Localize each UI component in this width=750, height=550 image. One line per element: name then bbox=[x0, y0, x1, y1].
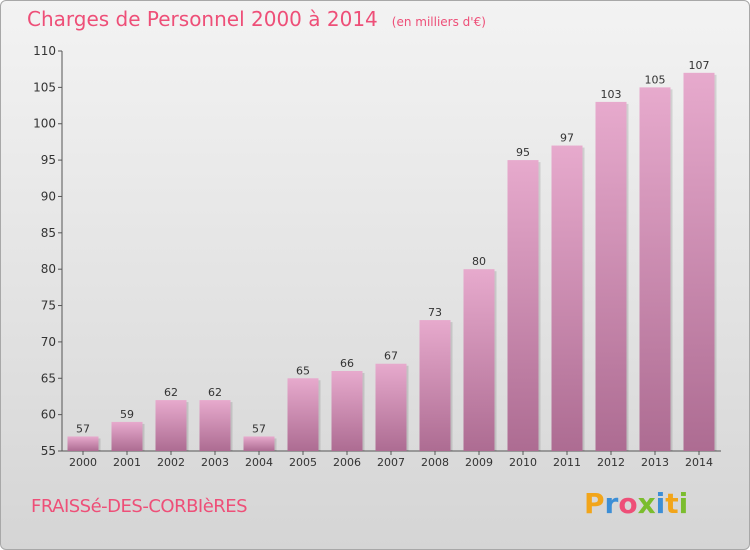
y-tick-label: 105 bbox=[33, 80, 56, 94]
bar bbox=[463, 269, 495, 451]
data-label: 107 bbox=[689, 59, 710, 72]
x-tick-label: 2012 bbox=[597, 456, 625, 469]
bar bbox=[243, 436, 275, 451]
chart-subtitle: (en milliers d'€) bbox=[391, 15, 486, 29]
x-tick-label: 2011 bbox=[553, 456, 581, 469]
bar bbox=[287, 378, 319, 451]
bar bbox=[67, 436, 99, 451]
x-tick-label: 2000 bbox=[69, 456, 97, 469]
x-tick-label: 2007 bbox=[377, 456, 405, 469]
y-tick-label: 80 bbox=[41, 262, 56, 276]
bar bbox=[331, 371, 363, 451]
x-tick-label: 2008 bbox=[421, 456, 449, 469]
data-label: 62 bbox=[208, 386, 222, 399]
logo-letter: t bbox=[665, 487, 679, 520]
y-tick-label: 85 bbox=[41, 226, 56, 240]
data-label: 65 bbox=[296, 364, 310, 377]
bar bbox=[111, 421, 143, 451]
bar bbox=[639, 87, 671, 451]
bar bbox=[375, 363, 407, 451]
y-tick-label: 100 bbox=[33, 117, 56, 131]
y-tick-label: 95 bbox=[41, 153, 56, 167]
bar bbox=[507, 160, 539, 451]
y-tick-label: 70 bbox=[41, 335, 56, 349]
bar bbox=[683, 72, 715, 452]
y-tick-label: 55 bbox=[41, 444, 56, 458]
data-label: 59 bbox=[120, 408, 134, 421]
data-label: 105 bbox=[645, 73, 666, 86]
logo-letter: i bbox=[655, 487, 666, 520]
data-label: 80 bbox=[472, 255, 486, 268]
x-tick-label: 2014 bbox=[685, 456, 713, 469]
chart-title-text: Charges de Personnel 2000 à 2014 bbox=[27, 7, 378, 31]
logo-letter: x bbox=[637, 487, 656, 520]
data-label: 57 bbox=[76, 422, 90, 435]
x-tick-label: 2001 bbox=[113, 456, 141, 469]
data-label: 103 bbox=[601, 88, 622, 101]
bar bbox=[551, 145, 583, 451]
y-tick-label: 65 bbox=[41, 371, 56, 385]
bar bbox=[595, 101, 627, 451]
data-label: 57 bbox=[252, 422, 266, 435]
x-tick-label: 2002 bbox=[157, 456, 185, 469]
bar bbox=[419, 320, 451, 451]
data-label: 95 bbox=[516, 146, 530, 159]
data-label: 66 bbox=[340, 357, 354, 370]
x-tick-label: 2004 bbox=[245, 456, 273, 469]
bar bbox=[199, 400, 231, 451]
logo-letter: r bbox=[604, 487, 619, 520]
data-label: 97 bbox=[560, 132, 574, 145]
chart-title: Charges de Personnel 2000 à 2014 (en mill… bbox=[27, 7, 486, 31]
data-label: 62 bbox=[164, 386, 178, 399]
y-tick-label: 90 bbox=[41, 189, 56, 203]
x-tick-label: 2010 bbox=[509, 456, 537, 469]
x-tick-label: 2013 bbox=[641, 456, 669, 469]
x-tick-label: 2006 bbox=[333, 456, 361, 469]
y-tick-label: 110 bbox=[33, 44, 56, 58]
bar bbox=[155, 400, 187, 451]
logo-letter: i bbox=[678, 487, 689, 520]
x-tick-label: 2009 bbox=[465, 456, 493, 469]
data-label: 73 bbox=[428, 306, 442, 319]
proxiti-logo: Proxiti bbox=[584, 487, 688, 520]
y-tick-label: 75 bbox=[41, 299, 56, 313]
y-tick-label: 60 bbox=[41, 408, 56, 422]
x-tick-label: 2005 bbox=[289, 456, 317, 469]
logo-letter: o bbox=[618, 487, 638, 520]
commune-name: FRAISSé-DES-CORBIèRES bbox=[31, 496, 248, 517]
data-label: 67 bbox=[384, 350, 398, 363]
logo-letter: P bbox=[584, 487, 605, 520]
x-tick-label: 2003 bbox=[201, 456, 229, 469]
